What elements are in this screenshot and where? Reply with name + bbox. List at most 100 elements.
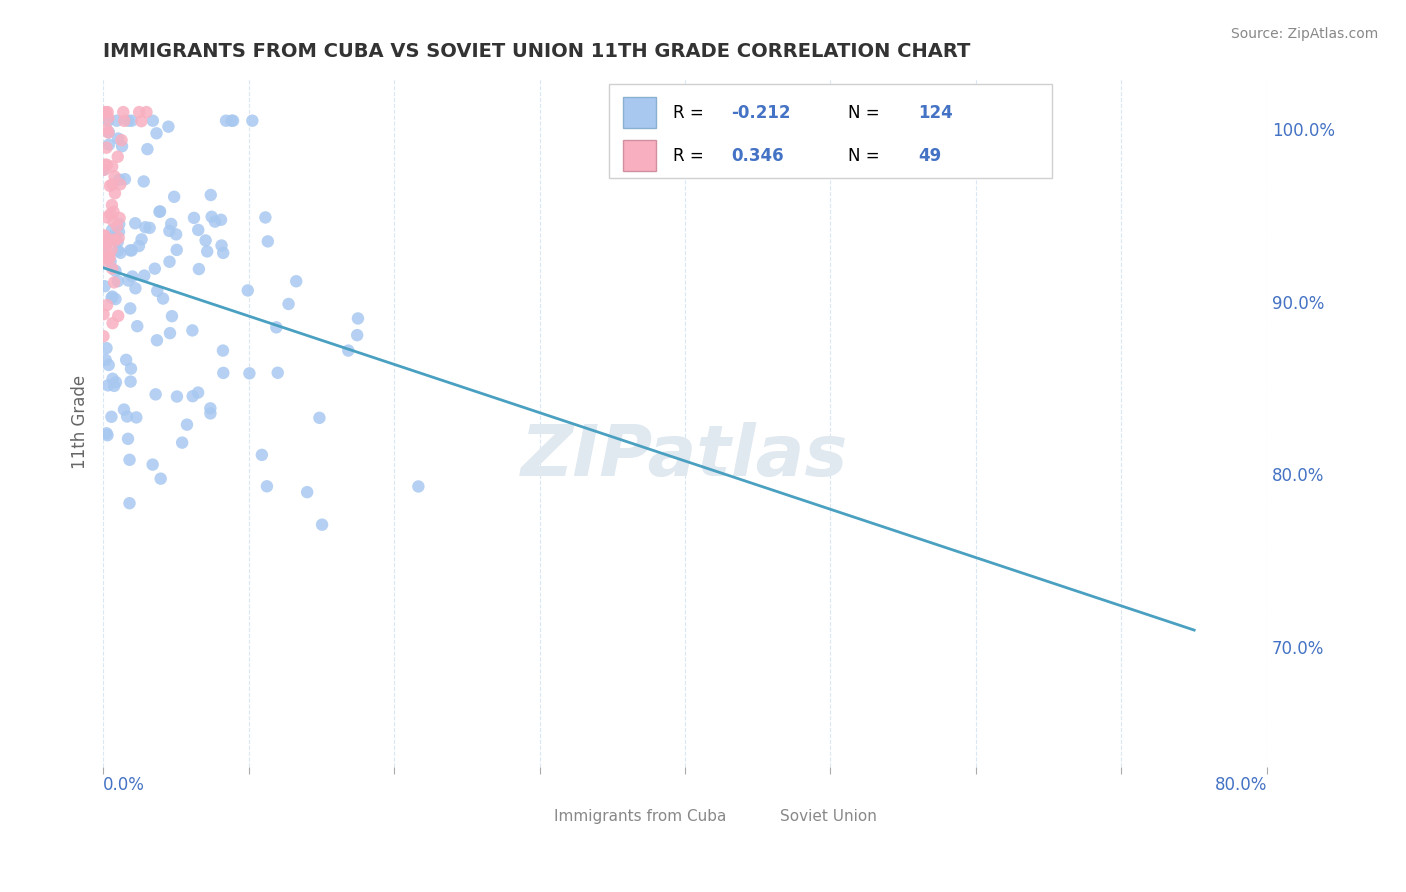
Point	[98, 178, 121, 193]
Point	[195, 244, 218, 259]
Point	[97, 125, 120, 139]
Point	[93, 162, 115, 177]
Point	[100, 291, 122, 305]
Point	[98, 233, 121, 247]
Point	[93, 307, 115, 321]
Point	[221, 113, 243, 128]
Point	[256, 479, 278, 493]
Point	[100, 254, 122, 268]
Point	[104, 233, 127, 247]
Point	[111, 139, 134, 153]
Point	[104, 292, 127, 306]
Text: R =: R =	[673, 103, 710, 122]
Point	[138, 220, 160, 235]
Point	[112, 105, 135, 120]
Point	[166, 390, 188, 404]
Text: -0.212: -0.212	[731, 103, 792, 122]
Point	[346, 328, 368, 343]
Point	[96, 158, 118, 172]
Point	[93, 162, 115, 177]
Point	[134, 220, 156, 235]
Point	[159, 326, 181, 340]
Point	[212, 366, 235, 380]
Point	[96, 341, 118, 355]
Point	[108, 172, 131, 186]
Point	[118, 496, 141, 510]
Point	[94, 158, 117, 172]
Point	[103, 379, 125, 393]
Point	[93, 279, 115, 293]
Point	[128, 105, 150, 120]
Point	[115, 352, 138, 367]
Point	[267, 366, 290, 380]
Point	[124, 216, 146, 230]
Point	[187, 223, 209, 237]
Bar	[623, 140, 657, 170]
Point	[125, 410, 148, 425]
Point	[236, 284, 259, 298]
Point	[311, 517, 333, 532]
Point	[160, 217, 183, 231]
Point	[112, 113, 135, 128]
Point	[347, 311, 370, 326]
Point	[166, 243, 188, 257]
Point	[97, 358, 120, 372]
Point	[96, 211, 118, 225]
Point	[134, 268, 156, 283]
Point	[97, 378, 120, 392]
Y-axis label: 11th Grade: 11th Grade	[72, 376, 89, 469]
Point	[211, 238, 233, 252]
Point	[93, 105, 115, 120]
Point	[103, 228, 125, 243]
Point	[148, 204, 170, 219]
Point	[295, 485, 318, 500]
Point	[107, 150, 129, 164]
Point	[215, 113, 238, 128]
Point	[104, 186, 127, 201]
Point	[107, 235, 129, 249]
Point	[256, 235, 278, 249]
Point	[238, 367, 260, 381]
Point	[240, 113, 263, 128]
Point	[101, 160, 124, 174]
Point	[200, 406, 222, 420]
Point	[115, 409, 138, 424]
Point	[96, 141, 118, 155]
Point	[200, 188, 222, 202]
Point	[104, 264, 127, 278]
Point	[142, 458, 165, 472]
Point	[101, 316, 124, 330]
Point	[96, 426, 118, 441]
Point	[145, 387, 167, 401]
Point	[157, 120, 180, 134]
Point	[93, 255, 115, 269]
Point	[121, 269, 143, 284]
Point	[117, 273, 139, 287]
Point	[117, 113, 139, 128]
Point	[103, 204, 125, 219]
Point	[165, 227, 187, 242]
Point	[172, 435, 194, 450]
Point	[149, 204, 172, 219]
Point	[97, 105, 120, 120]
Point	[110, 133, 132, 147]
Text: R =: R =	[673, 146, 710, 164]
Point	[120, 244, 142, 258]
Text: 0.0%: 0.0%	[103, 776, 145, 794]
Point	[94, 240, 117, 254]
Point	[101, 178, 124, 192]
Point	[97, 111, 120, 125]
Point	[91, 250, 114, 264]
Point	[114, 172, 136, 186]
Point	[187, 262, 209, 277]
Point	[337, 343, 360, 358]
Point	[100, 207, 122, 221]
Point	[120, 361, 142, 376]
Bar	[609, 85, 1052, 178]
Point	[93, 235, 115, 250]
Text: Source: ZipAtlas.com: Source: ZipAtlas.com	[1230, 27, 1378, 41]
Text: N =: N =	[848, 146, 884, 164]
Text: IMMIGRANTS FROM CUBA VS SOVIET UNION 11TH GRADE CORRELATION CHART: IMMIGRANTS FROM CUBA VS SOVIET UNION 11T…	[103, 42, 970, 61]
Point	[104, 375, 127, 389]
Point	[266, 320, 288, 334]
